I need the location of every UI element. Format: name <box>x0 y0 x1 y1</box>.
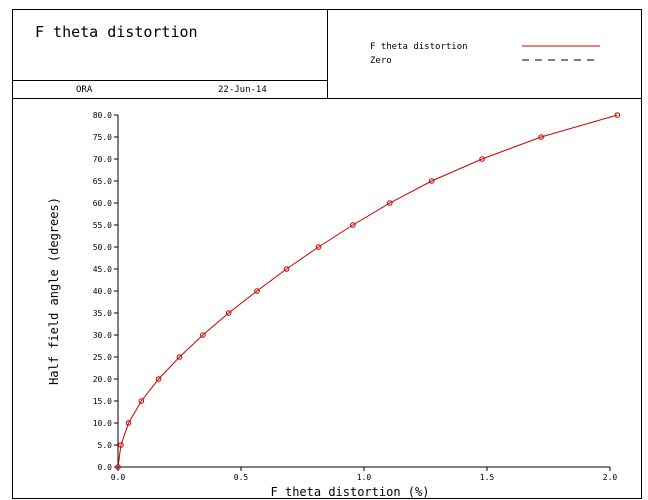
y-tick-label-14: 70.0 <box>93 155 112 164</box>
y-tick-label-10: 50.0 <box>93 243 112 252</box>
plot-area: 0.0 5.0 10.0 15.0 20.0 25.0 30.0 35.0 40.0 45.0 50… <box>93 111 620 482</box>
y-tick-label-6: 30.0 <box>93 331 112 340</box>
y-tick-label-13: 65.0 <box>93 177 112 186</box>
x-axis-label: F theta distortion (%) <box>271 485 430 499</box>
x-ticks: 0.0 0.5 1.0 1.5 2.0 <box>111 467 618 482</box>
legend-label-0: F theta distortion <box>370 42 468 52</box>
y-tick-label-15: 75.0 <box>93 133 112 142</box>
organization-label: ORA <box>76 85 93 95</box>
y-tick-label-11: 55.0 <box>93 221 112 230</box>
x-tick-label-0: 0.0 <box>111 473 126 482</box>
y-tick-label-3: 15.0 <box>93 397 112 406</box>
series-line-f-theta <box>118 115 617 467</box>
y-tick-label-4: 20.0 <box>93 375 112 384</box>
y-tick-label-9: 45.0 <box>93 265 112 274</box>
legend-label-1: Zero <box>370 56 392 66</box>
chart-title: F theta distortion <box>35 23 198 41</box>
x-tick-label-3: 1.5 <box>480 473 495 482</box>
x-tick-label-1: 0.5 <box>234 473 249 482</box>
date-label: 22-Jun-14 <box>218 85 267 95</box>
y-tick-label-7: 35.0 <box>93 309 112 318</box>
y-tick-label-12: 60.0 <box>93 199 112 208</box>
legend: F theta distortion Zero <box>370 42 600 66</box>
y-tick-label-16: 80.0 <box>93 111 112 120</box>
x-tick-label-2: 1.0 <box>357 473 372 482</box>
y-tick-label-5: 25.0 <box>93 353 112 362</box>
x-tick-label-4: 2.0 <box>603 473 618 482</box>
y-tick-label-2: 10.0 <box>93 419 112 428</box>
series-markers <box>116 113 620 470</box>
y-ticks: 0.0 5.0 10.0 15.0 20.0 25.0 30.0 35.0 40.0 45.0 50… <box>93 111 118 472</box>
y-tick-label-1: 5.0 <box>98 441 113 450</box>
y-axis-label: Half field angle (degrees) <box>47 197 61 385</box>
y-tick-label-8: 40.0 <box>93 287 112 296</box>
y-tick-label-0: 0.0 <box>98 463 113 472</box>
